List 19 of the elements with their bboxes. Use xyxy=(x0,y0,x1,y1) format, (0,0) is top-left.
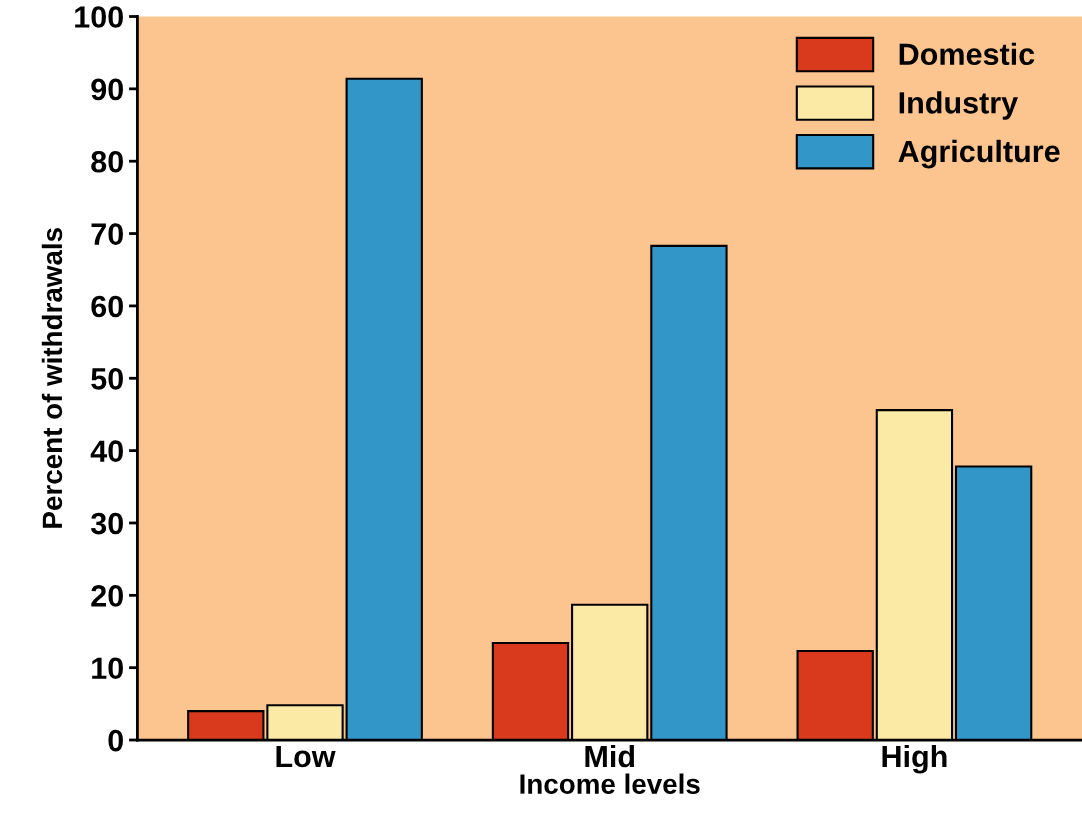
y-tick-label: 10 xyxy=(92,657,123,680)
y-tick-label: 80 xyxy=(91,150,123,173)
x-tick-label: High xyxy=(882,744,947,774)
y-tick-label: 70 xyxy=(91,223,123,245)
y-tick-label: 90 xyxy=(91,78,123,101)
y-tick-label: 60 xyxy=(91,295,123,318)
y-tick-label: 30 xyxy=(90,512,123,535)
legend-label: Domestic xyxy=(899,42,1035,66)
x-axis-title: Income levels xyxy=(520,773,700,794)
y-tick-label: 40 xyxy=(90,440,123,462)
y-axis-title: Percent of withdrawals xyxy=(41,228,63,528)
y-tick-label: 50 xyxy=(91,368,123,390)
x-tick-label: Low xyxy=(276,746,336,768)
y-tick-label: 0 xyxy=(108,729,123,752)
y-tick-label: 100 xyxy=(75,6,123,28)
legend-label: Industry xyxy=(899,91,1019,120)
legend-label: Agriculture xyxy=(898,139,1060,169)
x-tick-label: Mid xyxy=(585,744,634,768)
y-tick-label: 20 xyxy=(91,585,123,607)
